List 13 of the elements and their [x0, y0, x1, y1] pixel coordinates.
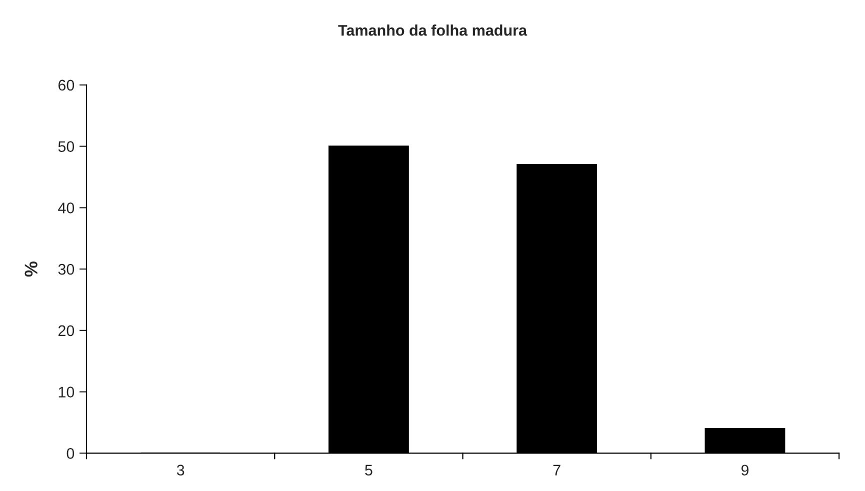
x-tick-label: 7 [553, 464, 560, 476]
x-tick-label: 9 [741, 464, 749, 476]
y-tick-label: 40 [58, 202, 74, 214]
y-tick-label: 60 [58, 80, 74, 91]
y-tick-label: 20 [58, 325, 74, 336]
x-tick-label: 5 [365, 464, 372, 476]
y-tick-label: 0 [66, 448, 74, 459]
chart-title: Tamanho da folha madura [338, 24, 528, 36]
y-tick-label: 30 [58, 264, 74, 275]
x-tick-label: 3 [176, 464, 184, 476]
y-tick-label: 10 [58, 386, 74, 398]
y-axis-title: % [24, 262, 38, 277]
y-tick-label: 50 [58, 141, 74, 152]
